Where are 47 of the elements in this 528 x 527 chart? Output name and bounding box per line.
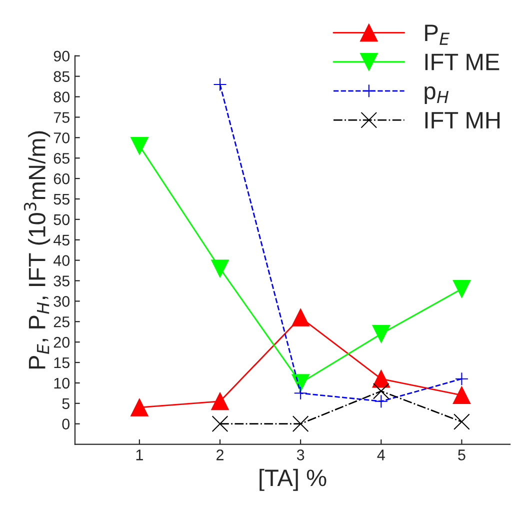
point — [292, 308, 310, 326]
x-tick-label: 1 — [136, 450, 143, 460]
y-axis-title: P$_{E}$, P$_{H}$, IFT (10$^{3}$mN/m) — [24, 131, 50, 369]
point — [372, 370, 390, 388]
point — [454, 372, 468, 386]
point — [454, 414, 470, 430]
legend-label: p$_{H}$ — [424, 86, 449, 104]
point — [130, 398, 148, 416]
x-tick-label: 2 — [216, 450, 224, 460]
y-tick-label: 60 — [54, 173, 70, 184]
point — [211, 260, 229, 278]
point — [452, 386, 471, 404]
x-tick-label: 5 — [458, 450, 466, 460]
y-tick-label: 35 — [54, 276, 70, 286]
point — [294, 386, 308, 400]
y-tick-label: 80 — [54, 92, 70, 102]
point — [130, 136, 148, 155]
y-tick-label: 65 — [54, 152, 70, 164]
y-tick-label: 45 — [53, 234, 70, 246]
y-tick-label: 75 — [54, 112, 70, 123]
point — [292, 416, 309, 432]
y-tick-label: 55 — [54, 194, 70, 205]
y-tick-label: 70 — [54, 132, 70, 144]
point — [374, 394, 388, 408]
y-tick-label: 50 — [54, 214, 70, 226]
legend-label: P$_{E}$ — [425, 24, 450, 45]
x-tick-label: 4 — [377, 450, 385, 460]
legend-label: IFT ME — [425, 54, 500, 70]
y-tick-label: 90 — [54, 50, 70, 62]
point — [372, 325, 390, 343]
point — [372, 382, 390, 400]
y-tick-label: 20 — [54, 336, 70, 348]
y-tick-label: 25 — [54, 316, 70, 328]
y-tick-label: 10 — [54, 378, 70, 389]
y-tick-label: 5 — [62, 398, 70, 410]
x-tick-label: 3 — [296, 450, 304, 460]
point — [452, 280, 471, 298]
y-tick-label: 30 — [54, 296, 70, 307]
y-tick-label: 85 — [54, 71, 70, 82]
legend-label: IFT MH — [425, 112, 500, 128]
point — [213, 78, 227, 92]
x-axis-title: [TA] % — [260, 468, 326, 491]
y-tick-label: 40 — [53, 255, 70, 266]
point — [212, 416, 228, 432]
y-tick-label: 15 — [54, 358, 70, 368]
point — [211, 392, 229, 410]
y-tick-label: 0 — [62, 418, 70, 430]
